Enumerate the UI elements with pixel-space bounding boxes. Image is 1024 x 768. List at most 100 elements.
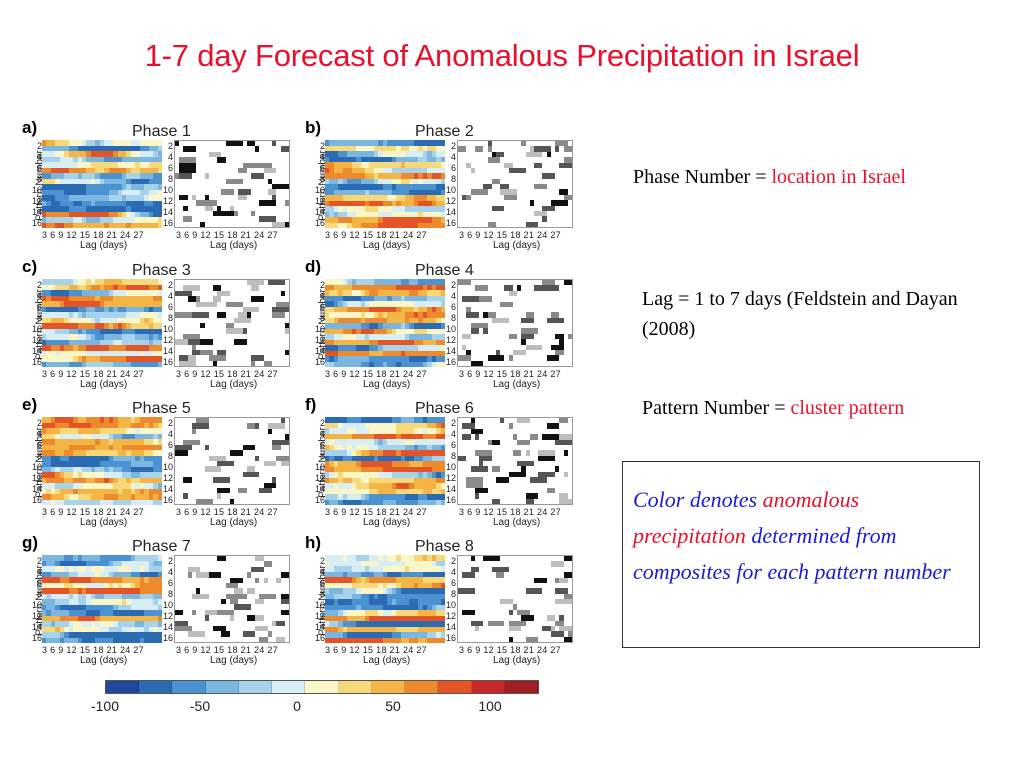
significance-cell [517,349,522,356]
significance-cell [559,423,564,429]
heatmap-cell [135,173,140,179]
significance-cell [234,455,239,461]
heatmap-cell [144,494,149,500]
significance-cell [204,498,209,504]
heatmap-cell [148,356,154,362]
heatmap-cell [333,279,339,285]
significance-cell [179,216,184,222]
heatmap-cell [86,477,91,483]
significance-cell [521,296,526,302]
heatmap-cell [360,488,365,494]
significance-cell [208,487,213,494]
significance-cell [470,323,475,329]
heatmap-cell [99,323,105,329]
heatmap-cell [157,361,162,367]
heatmap-cell [148,290,154,296]
significance-cell [213,344,218,350]
heatmap-cell [90,466,96,472]
significance-cell [217,146,222,152]
significance-cell [196,151,201,158]
y-tick-label: 14 [31,484,42,494]
heatmap-cell [82,444,87,450]
heatmap-cell [391,189,397,195]
x-ticks-right: 3 6 9 12 15 18 21 24 27 [176,369,278,379]
heatmap-cell [59,433,65,439]
heatmap-cell [55,417,60,423]
heatmap-cell [351,494,357,500]
heatmap-cell [113,167,118,173]
heatmap-cell [117,317,122,323]
heatmap-cell [113,211,118,217]
heatmap-cell [113,140,118,146]
significance-cell [246,184,251,190]
heatmap-cell [418,466,423,472]
heatmap-cell [90,156,96,162]
significance-cell [255,349,260,356]
significance-cell [504,216,509,222]
heatmap-cell [55,145,60,151]
significance-cell [267,466,273,472]
y-tick-label: 16 [31,495,42,505]
heatmap-cell [400,499,405,505]
heatmap-cell [82,162,87,168]
significance-cell [251,477,256,483]
heatmap-cell [82,173,87,179]
heatmap-cell [153,317,158,323]
significance-cell [196,323,201,329]
significance-cell [491,178,496,184]
heatmap-cell [90,328,96,334]
heatmap-cell [427,178,432,184]
significance-cell [208,173,213,179]
heatmap-cell [99,178,105,184]
significance-cell [496,216,501,222]
heatmap-cell [391,428,397,434]
heatmap-cell [50,499,56,505]
significance-cell [534,205,539,211]
heatmap-cell [157,206,162,212]
heatmap-cell [64,151,69,157]
heatmap-cell [153,173,158,179]
heatmap-cell [329,145,334,151]
heatmap-cell [325,279,330,285]
significance-cell [204,173,209,179]
heatmap-cell [90,356,96,362]
y-tick-label: 2 [167,280,173,290]
heatmap-cell [42,345,47,351]
heatmap-cell [99,173,105,179]
significance-cell [191,210,197,217]
heatmap-cell [409,184,414,190]
significance-cell [280,477,285,483]
y-ticks-left: 2 4 6 8 10 12 14 16 [315,419,325,505]
heatmap-cell [387,184,392,190]
significance-cell [479,339,484,345]
significance-cell [225,471,230,478]
heatmap-cell [360,206,365,212]
significance-cell [217,312,222,318]
heatmap-cell [360,361,365,367]
heatmap-cell [104,494,109,500]
heatmap-cell [387,162,392,168]
significance-cell [483,423,488,429]
heatmap-cell [422,206,428,212]
significance-cell [483,151,488,158]
heatmap-cell [356,200,361,206]
heatmap-cell [104,145,109,151]
heatmap-cell [360,483,365,489]
heatmap-cell [64,178,69,184]
heatmap-cell [104,350,109,356]
significance-cell [462,312,467,318]
significance-cell [208,184,213,190]
heatmap-cell [378,217,383,223]
heatmap-cell [418,167,423,173]
significance-cell [179,418,184,424]
significance-cell [550,167,556,174]
significance-cell [487,146,492,152]
heatmap-cell [42,461,47,467]
heatmap-cell [409,339,414,345]
significance-map [457,279,573,367]
significance-cell [204,296,209,302]
significance-cell [187,173,192,179]
heatmap-cell [157,494,162,500]
significance-cell [246,355,251,361]
significance-cell [529,173,534,179]
